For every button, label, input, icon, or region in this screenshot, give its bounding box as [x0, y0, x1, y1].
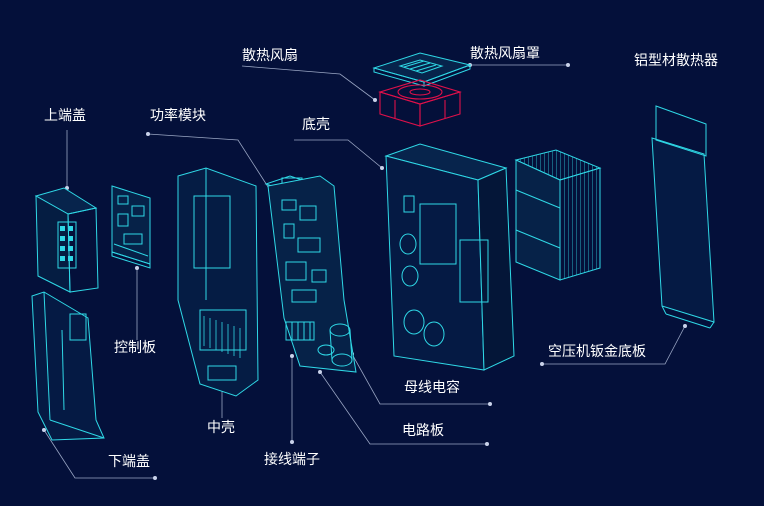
base-shell-part: [384, 143, 515, 371]
label-circuit-board: 电路板: [402, 423, 444, 439]
top-cover-part: [34, 187, 99, 293]
bottom-cover-part: [31, 291, 105, 441]
circuit-board-part: [267, 175, 357, 373]
leader-sheet-metal: [542, 325, 686, 365]
fan-part: [378, 79, 462, 127]
leader-base-shell: [294, 139, 383, 169]
fan-cover-part: [372, 52, 472, 87]
label-power-module: 功率模块: [150, 108, 206, 124]
middle-shell-part: [177, 167, 259, 397]
label-fan: 散热风扇: [242, 48, 298, 64]
label-heatsink: 铝型材散热器: [634, 53, 718, 69]
control-board-part: [111, 185, 151, 269]
leader-power-module: [147, 133, 271, 191]
label-bus-capacitor: 母线电容: [404, 380, 460, 396]
label-top-cover: 上端盖: [44, 108, 86, 124]
label-terminal: 接线端子: [264, 452, 320, 468]
sheet-metal-part: [651, 105, 715, 329]
label-bottom-cover: 下端盖: [108, 454, 150, 470]
label-sheet-metal: 空压机钣金底板: [548, 344, 646, 360]
label-base-shell: 底壳: [302, 117, 330, 133]
leader-bus-capacitor: [351, 353, 490, 405]
bus-capacitors: [317, 323, 353, 367]
label-middle-shell: 中壳: [207, 420, 235, 436]
label-control-board: 控制板: [114, 340, 156, 356]
terminal-block: [285, 321, 315, 341]
heatsink-part: [514, 149, 602, 281]
leader-bottom-cover: [43, 429, 155, 479]
leader-fan: [241, 65, 376, 101]
leader-lines: [43, 64, 686, 479]
label-fan-cover: 散热风扇罩: [470, 46, 540, 62]
leader-circuit-board: [319, 371, 487, 445]
leader-dots: [42, 63, 687, 480]
